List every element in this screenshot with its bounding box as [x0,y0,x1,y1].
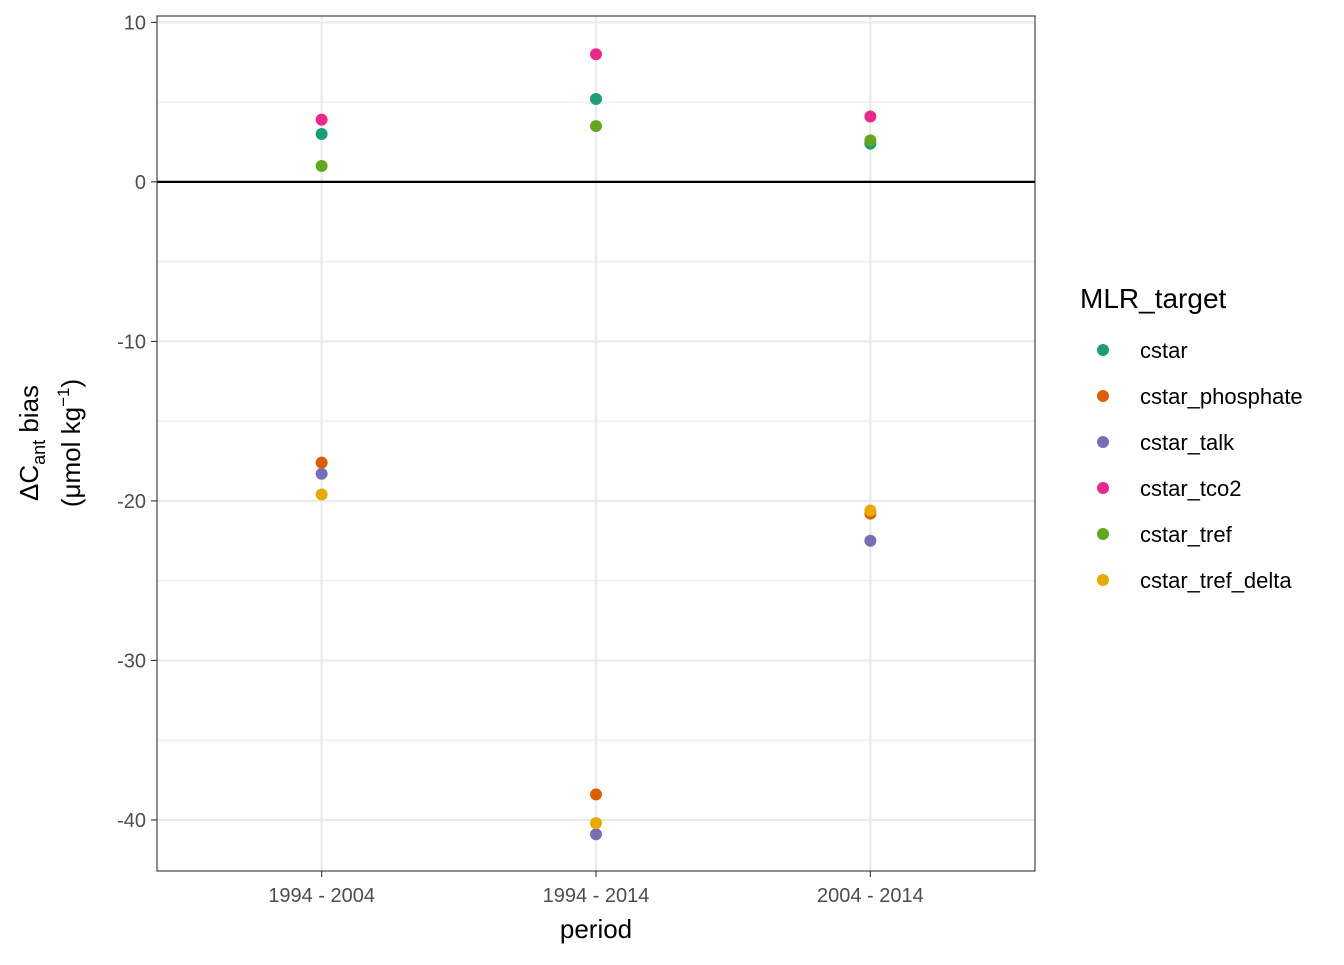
legend-label-cstar_phosphate: cstar_phosphate [1140,384,1303,409]
y-axis-title: ΔCant bias (μmol kg−1) [14,379,86,507]
legend-key-cstar [1097,344,1109,356]
data-point-cstar_phosphate [315,456,328,469]
x-tick-label: 1994 - 2014 [543,885,650,907]
legend-label-cstar_talk: cstar_talk [1140,430,1235,455]
data-point-cstar_talk [590,828,602,841]
data-points [315,48,877,841]
y-axis-unit-suffix: ) [56,379,86,388]
data-point-cstar_phosphate [590,788,602,801]
svg-text:ΔCant bias: ΔCant bias [14,385,49,501]
y-tick-label: -10 [117,331,146,353]
data-point-cstar_talk [315,467,328,480]
legend-key-cstar_phosphate [1097,390,1109,402]
data-point-cstar_tco2 [315,113,328,126]
svg-text:(μmol kg−1): (μmol kg−1) [54,379,86,507]
legend-key-cstar_tref_delta [1097,574,1109,586]
y-axis-unit-prefix: (μmol kg [56,407,86,507]
data-point-cstar_tref_delta [590,817,602,830]
data-point-cstar_tco2 [590,48,602,61]
y-axis-title-rest: bias [14,385,44,440]
data-point-cstar_tref_delta [315,488,328,501]
legend-key-cstar_tref [1097,528,1109,540]
data-point-cstar_tref_delta [864,504,877,517]
y-axis-title-symbol: C [14,465,44,484]
y-axis: 10 0 -10 -20 -30 -40 [117,12,157,832]
legend-title: MLR_target [1080,283,1227,314]
legend: MLR_target cstar cstar_phosphate cstar_tal… [1080,283,1303,593]
y-axis-title-delta: Δ [14,484,44,501]
y-tick-label: -40 [117,810,146,832]
data-point-cstar_talk [864,534,877,547]
data-point-cstar [315,128,328,141]
legend-key-cstar_tco2 [1097,482,1109,494]
y-tick-label: 10 [124,12,146,34]
data-point-cstar_tref [315,159,328,172]
y-tick-label: -20 [117,491,146,513]
data-point-cstar_tref [864,134,877,147]
data-point-cstar_tref [590,120,602,133]
legend-label-cstar: cstar [1140,338,1188,363]
y-tick-label: 0 [135,172,146,194]
legend-key-cstar_talk [1097,436,1109,448]
y-axis-title-subscript: ant [29,440,49,465]
legend-label-cstar_tref_delta: cstar_tref_delta [1140,568,1292,593]
legend-label-cstar_tref: cstar_tref [1140,522,1233,547]
y-tick-label: -30 [117,650,146,672]
x-axis: 1994 - 2004 1994 - 2014 2004 - 2014 [268,871,924,907]
x-tick-label: 2004 - 2014 [817,885,924,907]
legend-label-cstar_tco2: cstar_tco2 [1140,476,1242,501]
x-tick-label: 1994 - 2004 [268,885,375,907]
data-point-cstar_tco2 [864,110,877,123]
x-axis-title: period [560,914,632,944]
data-point-cstar [590,92,602,105]
y-axis-unit-exponent: −1 [54,388,73,407]
